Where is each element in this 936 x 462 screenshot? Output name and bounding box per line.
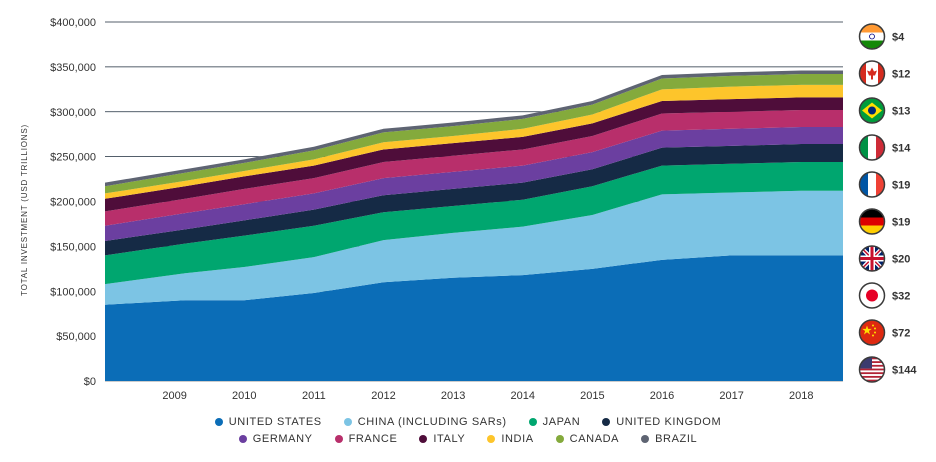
- legend-label: CHINA (INCLUDING SARs): [357, 416, 507, 428]
- area-india: [105, 84, 843, 199]
- flag-value-label: $12: [892, 69, 910, 81]
- legend-label: INDIA: [501, 433, 534, 445]
- france-flag-icon: [858, 171, 886, 198]
- x-tick-label: 2014: [510, 390, 534, 402]
- legend-label: UNITED KINGDOM: [616, 416, 722, 428]
- y-axis-ticks: $0 $50,000 $100,000 $150,000 $200,000 $250,00…: [50, 17, 96, 388]
- brazil-flag-icon: [858, 97, 886, 124]
- y-tick-label: $0: [84, 376, 96, 388]
- flag-value-label: $19: [892, 217, 910, 229]
- area-france: [105, 109, 843, 226]
- area-italy: [105, 97, 843, 212]
- x-tick-label: 2010: [232, 390, 256, 402]
- legend-item: JAPAN: [528, 416, 581, 428]
- legend-swatch: [419, 435, 428, 443]
- y-tick-label: $350,000: [50, 62, 96, 74]
- legend-swatch: [214, 418, 223, 426]
- flag-value-label: $144: [892, 365, 917, 377]
- italy-flag-icon: [858, 134, 886, 161]
- y-axis-label: TOTAL INVESTMENT (USD TRILLIONS): [20, 124, 29, 296]
- legend-label: ITALY: [433, 433, 466, 445]
- japan-flag-icon: [858, 282, 886, 309]
- flag-value-label: $20: [892, 254, 910, 266]
- legend-item: CANADA: [555, 433, 620, 445]
- area-united-states: [105, 255, 843, 381]
- legend-label: GERMANY: [252, 433, 313, 445]
- legend-swatch: [528, 418, 537, 426]
- legend-item: CHINA (INCLUDING SARs): [343, 416, 507, 428]
- area-canada: [105, 74, 843, 194]
- legend-swatch: [602, 418, 611, 426]
- legend-item: UNITED KINGDOM: [602, 416, 721, 428]
- y-tick-label: $50,000: [56, 331, 96, 343]
- x-tick-label: 2009: [162, 390, 186, 402]
- legend-label: FRANCE: [348, 433, 398, 445]
- y-tick-label: $400,000: [50, 17, 96, 29]
- legend-label: UNITED STATES: [228, 416, 322, 428]
- flag-value-label: $19: [892, 180, 910, 192]
- x-tick-label: 2012: [371, 390, 395, 402]
- y-tick-label: $300,000: [50, 107, 96, 119]
- legend-item: GERMANY: [238, 433, 313, 445]
- canada-flag-icon: [858, 60, 886, 87]
- legend-swatch: [487, 435, 496, 443]
- y-tick-label: $150,000: [50, 241, 96, 253]
- x-tick-label: 2018: [789, 390, 813, 402]
- legend-item: ITALY: [419, 433, 465, 445]
- legend-swatch: [343, 418, 352, 426]
- legend-label: CANADA: [569, 433, 620, 445]
- area-china-including-sars: [105, 190, 843, 305]
- legend-item: BRAZIL: [641, 433, 697, 445]
- germany-flag-icon: [858, 208, 886, 235]
- legend-row-2: GERMANY FRANCE ITALY INDIA CANADA BRAZIL: [0, 433, 936, 445]
- flag-callouts: $4 $12 $13 $14 $19 $19 $20 $32 $72 $144: [858, 23, 917, 383]
- x-tick-label: 2011: [302, 390, 326, 402]
- legend-item: INDIA: [487, 433, 533, 445]
- china-flag-icon: [858, 319, 886, 346]
- area-layers: [105, 70, 843, 381]
- legend-swatch: [238, 435, 247, 443]
- flag-value-label: $4: [892, 32, 905, 44]
- area-germany: [105, 127, 843, 241]
- legend-swatch: [555, 435, 564, 443]
- area-japan: [105, 162, 843, 285]
- x-tick-label: 2017: [719, 390, 743, 402]
- legend-swatch: [334, 435, 343, 443]
- x-axis-ticks: 2009 2010 2011 2012 2013 2014 2015 2016 2017 2018: [162, 390, 813, 402]
- uk-flag-icon: [858, 245, 886, 272]
- x-tick-label: 2016: [650, 390, 674, 402]
- x-tick-label: 2013: [441, 390, 465, 402]
- legend-row-1: UNITED STATES CHINA (INCLUDING SARs) JAPAN…: [0, 416, 936, 428]
- flag-value-label: $14: [892, 143, 911, 155]
- flag-value-label: $32: [892, 291, 910, 303]
- india-flag-icon: [858, 23, 886, 50]
- legend-label: BRAZIL: [655, 433, 698, 445]
- area-united-kingdom: [105, 144, 843, 256]
- usa-flag-icon: [858, 356, 886, 383]
- flag-value-label: $13: [892, 106, 910, 118]
- y-tick-label: $100,000: [50, 286, 96, 298]
- legend-item: FRANCE: [334, 433, 398, 445]
- flag-value-label: $72: [892, 328, 910, 340]
- x-tick-label: 2015: [580, 390, 604, 402]
- legend-swatch: [641, 435, 650, 443]
- y-tick-label: $250,000: [50, 152, 96, 164]
- y-tick-label: $200,000: [50, 197, 96, 209]
- legend-label: JAPAN: [542, 416, 581, 428]
- legend-item: UNITED STATES: [214, 416, 322, 428]
